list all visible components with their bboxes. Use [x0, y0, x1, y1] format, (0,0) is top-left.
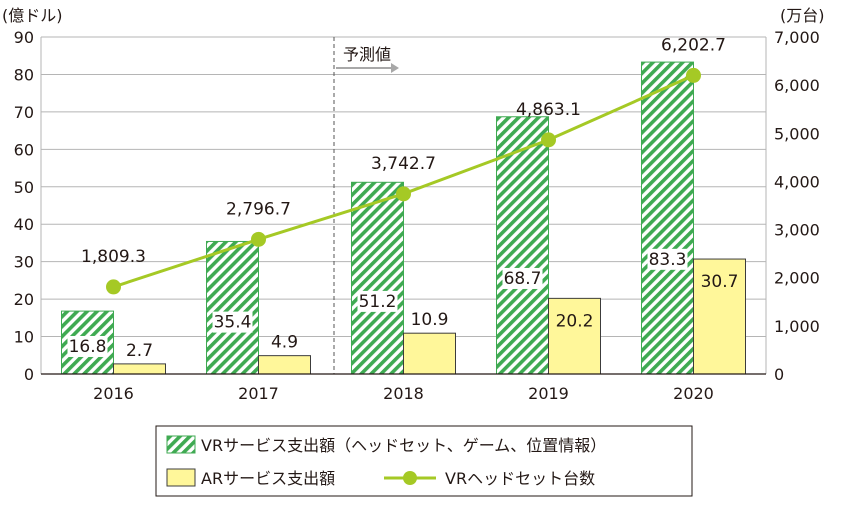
ar-bar-label: 2.7 [126, 341, 153, 361]
left-axis-unit: (億ドル) [2, 6, 63, 25]
right-tick-label: 7,000 [774, 28, 820, 47]
vr-headset-label: 3,742.7 [371, 154, 436, 174]
left-tick-label: 30 [14, 253, 34, 272]
vr-bar-label: 35.4 [214, 313, 252, 333]
vr-bar [206, 240, 259, 375]
vr-bar-label-bg [212, 311, 253, 333]
vr-headset-point [106, 279, 121, 295]
vr-bar-label: 68.7 [504, 269, 542, 289]
left-tick-label: 50 [14, 178, 34, 197]
bars-layer [61, 61, 746, 375]
legend-label-vr: VRサービス支出額（ヘッドセット、ゲーム、位置情報） [201, 436, 606, 455]
ar-bar [403, 332, 456, 375]
left-tick-label: 40 [14, 215, 34, 234]
vr-bar-label-bg [67, 335, 108, 357]
ar-bar [548, 297, 601, 375]
x-tick-label: 2019 [528, 384, 569, 403]
forecast-label: 予測値 [343, 45, 391, 64]
ar-bar [113, 363, 166, 375]
ar-bar-label: 10.9 [411, 310, 449, 330]
right-tick-label: 2,000 [774, 269, 820, 288]
legend-label-line: VRヘッドセット台数 [445, 469, 595, 488]
ar-bar-label: 30.7 [701, 272, 739, 292]
left-tick-label: 10 [14, 328, 34, 347]
forecast-marker: 予測値 [333, 37, 399, 374]
right-tick-label: 4,000 [774, 172, 820, 191]
right-tick-label: 1,000 [774, 317, 820, 336]
right-tick-label: 5,000 [774, 124, 820, 143]
right-tick-label: 6,000 [774, 76, 820, 95]
x-tick-label: 2016 [93, 384, 134, 403]
left-tick-label: 90 [14, 28, 34, 47]
vr-bar [351, 181, 404, 375]
left-tick-label: 0 [24, 365, 34, 384]
left-tick-label: 20 [14, 290, 34, 309]
left-tick-label: 70 [14, 103, 34, 122]
vr-bar [496, 116, 549, 375]
vr-bar [641, 61, 694, 375]
right-tick-label: 0 [774, 365, 784, 384]
legend-label-ar: ARサービス支出額 [201, 469, 335, 488]
legend-frame [155, 425, 693, 497]
left-axis-ticks: 0 10 20 30 40 50 60 70 80 90 [14, 28, 34, 384]
ar-bar-label: 4.9 [271, 333, 298, 353]
right-axis-unit: (万台) [780, 6, 825, 25]
x-axis-ticks: 2016 2017 2018 2019 2020 [93, 384, 714, 403]
vr-headset-label: 1,809.3 [81, 247, 146, 267]
vr-headset-point [396, 186, 411, 202]
line-layer [106, 67, 701, 295]
x-tick-label: 2018 [383, 384, 424, 403]
legend-line-marker [403, 471, 417, 485]
vr-bar-label-bg [357, 290, 398, 312]
legend-swatch-vr [166, 435, 196, 454]
vr-bar-label: 16.8 [69, 337, 107, 357]
vr-headset-point [251, 231, 266, 247]
left-tick-label: 80 [14, 65, 34, 84]
left-tick-label: 60 [14, 140, 34, 159]
x-tick-label: 2020 [673, 384, 714, 403]
legend-swatch-ar [166, 468, 196, 487]
vr-headset-point [686, 67, 701, 83]
data-labels: 16.8 2.7 35.4 4.9 51.2 10.9 68.7 20.2 83.3 30.7 1,… [67, 35, 739, 361]
vr-bar-label: 51.2 [359, 292, 397, 312]
ar-bar-label: 20.2 [556, 311, 594, 331]
right-tick-label: 3,000 [774, 221, 820, 240]
legend: VRサービス支出額（ヘッドセット、ゲーム、位置情報） ARサービス支出額 VRヘ… [155, 425, 693, 497]
vr-headset-point [541, 132, 556, 148]
vr-headset-label: 4,863.1 [516, 100, 581, 120]
x-tick-label: 2017 [238, 384, 279, 403]
vr-headset-label: 6,202.7 [661, 35, 726, 55]
right-axis-ticks: 0 1,000 2,000 3,000 4,000 5,000 6,000 7,000 [774, 28, 820, 384]
forecast-arrow-head [391, 63, 399, 73]
ar-bar [258, 355, 311, 375]
ar-bar [693, 258, 746, 375]
vr-bar-label-bg [647, 248, 688, 270]
vr-bar-label: 83.3 [649, 250, 687, 270]
vr-headset-label: 2,796.7 [226, 199, 291, 219]
vr-bar-label-bg [502, 267, 543, 289]
